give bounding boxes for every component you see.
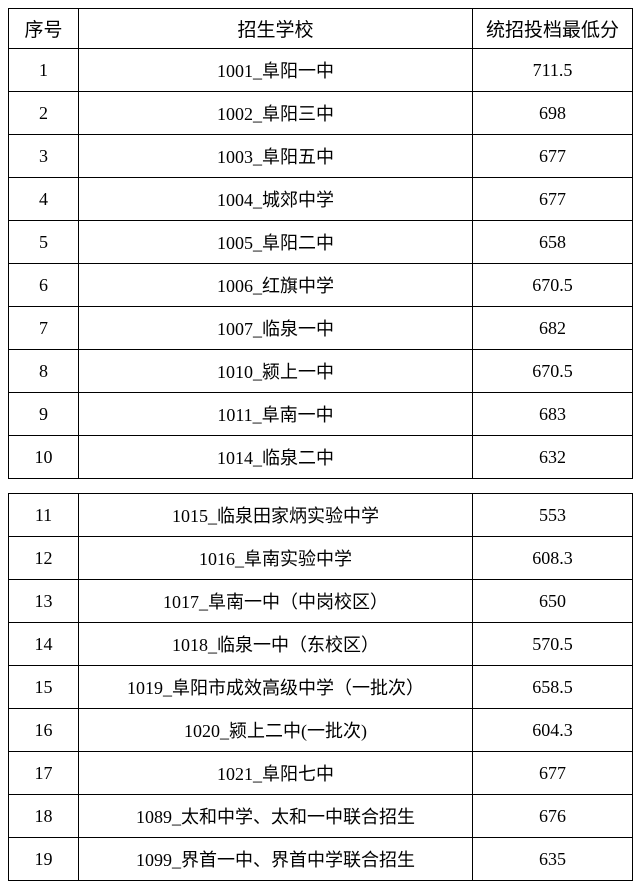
table-row: 41004_城郊中学677	[9, 178, 633, 221]
cell-index: 8	[9, 350, 79, 393]
cell-school: 1002_阜阳三中	[79, 92, 473, 135]
cell-score: 698	[473, 92, 633, 135]
table-row: 161020_颍上二中(一批次)604.3	[9, 709, 633, 752]
cell-school: 1011_阜南一中	[79, 393, 473, 436]
cell-school: 1004_城郊中学	[79, 178, 473, 221]
cell-score: 676	[473, 795, 633, 838]
cell-school: 1089_太和中学、太和一中联合招生	[79, 795, 473, 838]
table-separator	[8, 479, 633, 493]
table-row: 171021_阜阳七中677	[9, 752, 633, 795]
cell-school: 1099_界首一中、界首中学联合招生	[79, 838, 473, 881]
cell-score: 608.3	[473, 537, 633, 580]
table-row: 61006_红旗中学670.5	[9, 264, 633, 307]
cell-school: 1005_阜阳二中	[79, 221, 473, 264]
cell-index: 9	[9, 393, 79, 436]
cell-school: 1003_阜阳五中	[79, 135, 473, 178]
cell-index: 5	[9, 221, 79, 264]
cell-index: 15	[9, 666, 79, 709]
table-row: 31003_阜阳五中677	[9, 135, 633, 178]
header-score: 统招投档最低分	[473, 9, 633, 49]
cell-index: 10	[9, 436, 79, 479]
table-row: 101014_临泉二中632	[9, 436, 633, 479]
table-row: 51005_阜阳二中658	[9, 221, 633, 264]
cell-score: 682	[473, 307, 633, 350]
cell-score: 570.5	[473, 623, 633, 666]
table-row: 121016_阜南实验中学608.3	[9, 537, 633, 580]
cell-school: 1021_阜阳七中	[79, 752, 473, 795]
cell-index: 2	[9, 92, 79, 135]
header-school: 招生学校	[79, 9, 473, 49]
cell-score: 632	[473, 436, 633, 479]
admission-table-1: 序号 招生学校 统招投档最低分 11001_阜阳一中711.521002_阜阳三…	[8, 8, 633, 479]
header-index: 序号	[9, 9, 79, 49]
table-row: 181089_太和中学、太和一中联合招生676	[9, 795, 633, 838]
cell-score: 683	[473, 393, 633, 436]
table-header-row: 序号 招生学校 统招投档最低分	[9, 9, 633, 49]
cell-index: 17	[9, 752, 79, 795]
cell-score: 658.5	[473, 666, 633, 709]
table-row: 21002_阜阳三中698	[9, 92, 633, 135]
cell-score: 604.3	[473, 709, 633, 752]
cell-index: 11	[9, 494, 79, 537]
cell-school: 1006_红旗中学	[79, 264, 473, 307]
cell-school: 1019_阜阳市成效高级中学（一批次）	[79, 666, 473, 709]
cell-score: 635	[473, 838, 633, 881]
cell-school: 1017_阜南一中（中岗校区）	[79, 580, 473, 623]
cell-index: 13	[9, 580, 79, 623]
table-row: 151019_阜阳市成效高级中学（一批次）658.5	[9, 666, 633, 709]
cell-school: 1016_阜南实验中学	[79, 537, 473, 580]
cell-score: 711.5	[473, 49, 633, 92]
table-row: 81010_颍上一中670.5	[9, 350, 633, 393]
cell-school: 1018_临泉一中（东校区）	[79, 623, 473, 666]
cell-score: 553	[473, 494, 633, 537]
cell-score: 677	[473, 135, 633, 178]
table-row: 191099_界首一中、界首中学联合招生635	[9, 838, 633, 881]
cell-school: 1001_阜阳一中	[79, 49, 473, 92]
cell-index: 7	[9, 307, 79, 350]
cell-school: 1010_颍上一中	[79, 350, 473, 393]
table-row: 71007_临泉一中682	[9, 307, 633, 350]
cell-score: 650	[473, 580, 633, 623]
cell-index: 19	[9, 838, 79, 881]
cell-score: 677	[473, 178, 633, 221]
cell-index: 12	[9, 537, 79, 580]
table-row: 141018_临泉一中（东校区）570.5	[9, 623, 633, 666]
cell-index: 14	[9, 623, 79, 666]
cell-index: 1	[9, 49, 79, 92]
cell-score: 670.5	[473, 264, 633, 307]
table-row: 11001_阜阳一中711.5	[9, 49, 633, 92]
table-row: 131017_阜南一中（中岗校区）650	[9, 580, 633, 623]
cell-score: 677	[473, 752, 633, 795]
cell-school: 1015_临泉田家炳实验中学	[79, 494, 473, 537]
cell-score: 658	[473, 221, 633, 264]
cell-school: 1020_颍上二中(一批次)	[79, 709, 473, 752]
cell-school: 1007_临泉一中	[79, 307, 473, 350]
cell-index: 18	[9, 795, 79, 838]
cell-school: 1014_临泉二中	[79, 436, 473, 479]
cell-index: 3	[9, 135, 79, 178]
cell-index: 6	[9, 264, 79, 307]
cell-index: 4	[9, 178, 79, 221]
cell-score: 670.5	[473, 350, 633, 393]
table-row: 91011_阜南一中683	[9, 393, 633, 436]
table-row: 111015_临泉田家炳实验中学553	[9, 494, 633, 537]
admission-table-2: 111015_临泉田家炳实验中学553121016_阜南实验中学608.3131…	[8, 493, 633, 881]
cell-index: 16	[9, 709, 79, 752]
